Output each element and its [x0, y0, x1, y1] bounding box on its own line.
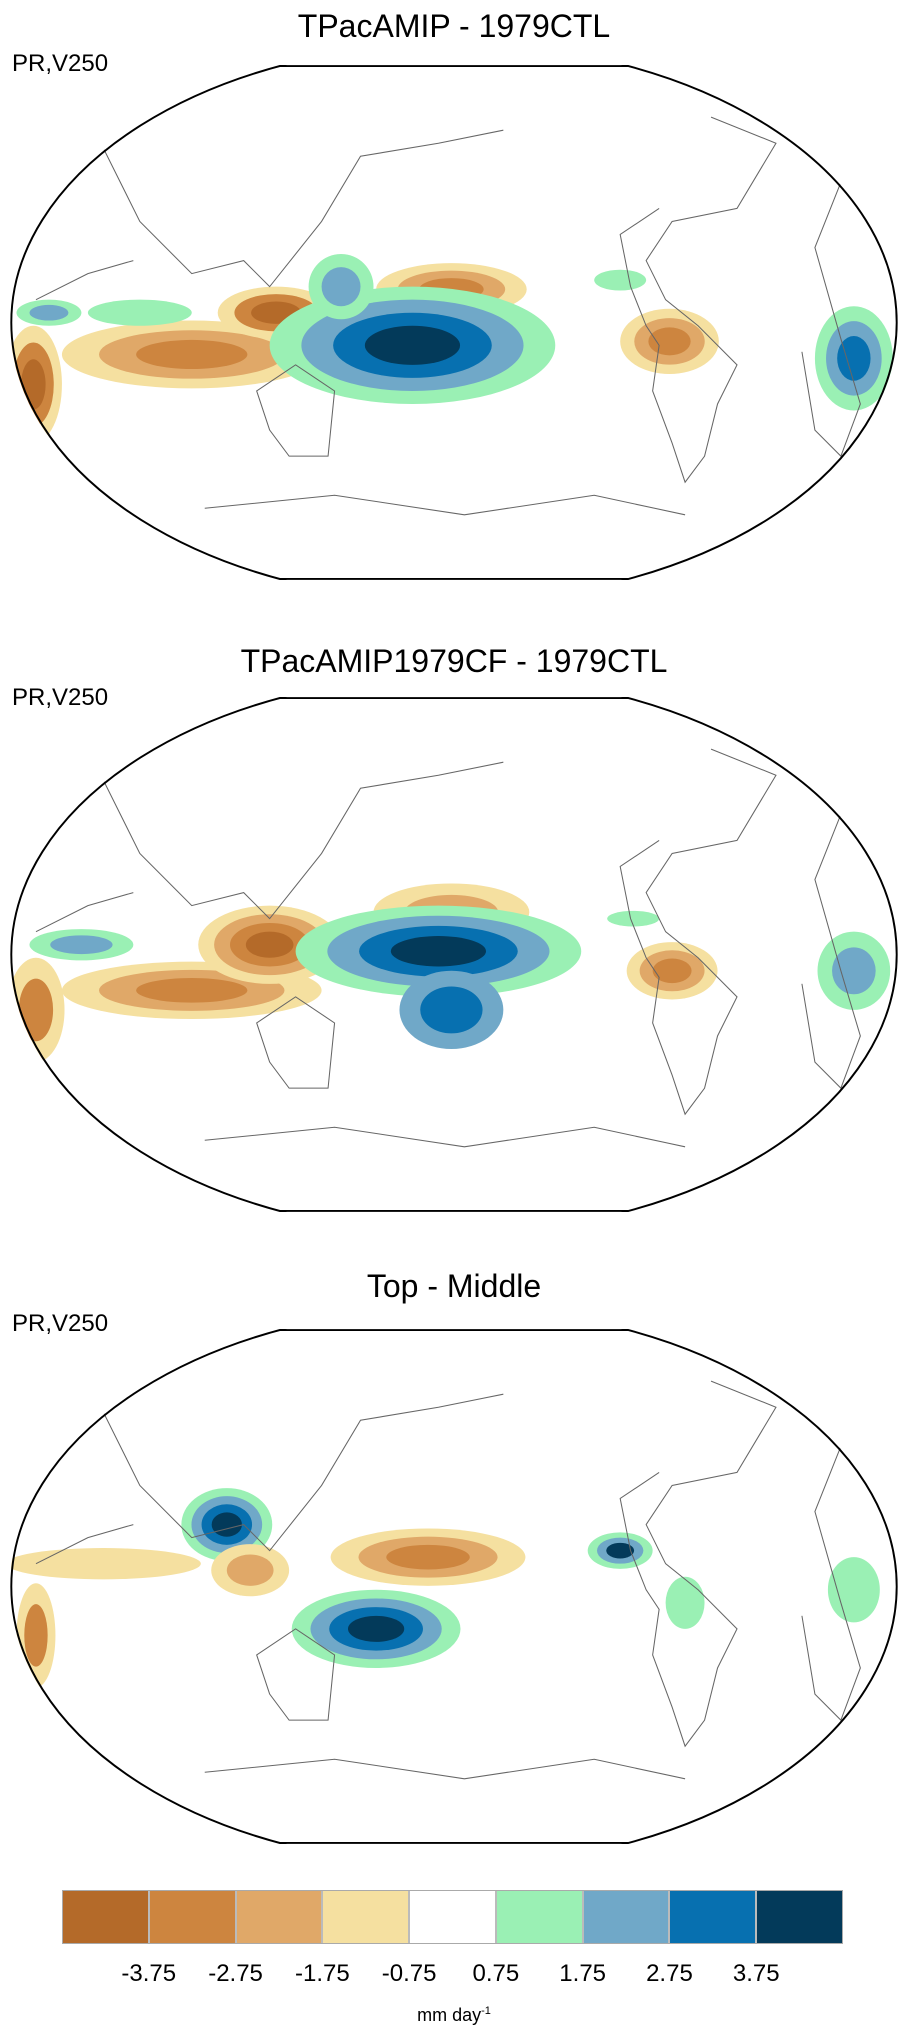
colorbar-bin-1 [149, 1891, 237, 1943]
map-panel-2 [10, 697, 898, 1212]
precip-anomaly-contour [245, 931, 294, 958]
precip-anomaly-contour [211, 1512, 242, 1537]
panel-1-subtitle: PR,V250 [12, 50, 109, 77]
panel-2-title: TPacAMIP1979CF - 1979CTL [240, 643, 668, 679]
colorbar-tick-label: -1.75 [294, 1960, 350, 1987]
precip-anomaly-contour [18, 978, 54, 1042]
colorbar-bin-6 [583, 1891, 671, 1943]
coastline [619, 116, 777, 484]
panel-3-subtitle: PR,V250 [12, 1310, 109, 1337]
map-border [10, 1329, 898, 1844]
colorbar [62, 1890, 843, 1944]
colorbar-tick-label: -0.75 [381, 1960, 437, 1987]
precip-anomaly-contour [29, 304, 69, 321]
coastline [801, 182, 861, 458]
colorbar-bin-2 [236, 1891, 324, 1943]
precip-anomaly-contour [594, 269, 647, 291]
colorbar-bin-0 [63, 1891, 150, 1943]
colorbar-tick-label: -3.75 [121, 1960, 177, 1987]
colorbar-unit: mm day-1 [417, 2005, 491, 2025]
precip-anomaly-contour [607, 910, 660, 927]
panel-2-subtitle: PR,V250 [12, 684, 109, 711]
precip-anomaly-contour [665, 1576, 705, 1629]
coastline [619, 1380, 777, 1748]
coastline [87, 116, 504, 288]
colorbar-bin-8 [757, 1891, 843, 1943]
colorbar-tick-label: 3.75 [732, 1960, 780, 1987]
precip-anomaly-contour [837, 336, 871, 381]
coastline [619, 748, 777, 1116]
colorbar-bin-5 [496, 1891, 584, 1943]
precip-anomaly-contour [364, 325, 461, 365]
precip-anomaly-contour [10, 1548, 201, 1580]
precip-anomaly-contour [347, 1615, 405, 1642]
coastline [35, 1524, 134, 1565]
colorbar-bin-7 [670, 1891, 758, 1943]
coastline [801, 814, 861, 1090]
coastline [87, 748, 504, 920]
precip-anomaly-contour [136, 339, 248, 369]
precip-anomaly-contour [648, 327, 691, 356]
precip-anomaly-contour [50, 935, 113, 955]
precip-anomaly-contour [21, 359, 46, 410]
colorbar-tick-label: 1.75 [559, 1960, 607, 1987]
precip-anomaly-contour [386, 1544, 470, 1570]
coastline [204, 1126, 686, 1148]
panel-1-title: TPacAMIP - 1979CTL [297, 8, 611, 44]
panel-3-title: Top - Middle [366, 1268, 542, 1304]
precip-anomaly-contour [832, 947, 876, 995]
precip-anomaly-contour [136, 978, 248, 1003]
map-panel-1 [10, 65, 898, 580]
precip-anomaly-contour [652, 958, 692, 984]
colorbar-tick-label: 2.75 [646, 1960, 693, 1987]
coastline [204, 1758, 686, 1780]
precip-anomaly-contour [226, 1554, 274, 1586]
coastline [256, 1628, 336, 1721]
map-panel-3 [10, 1329, 898, 1844]
coastline [87, 1380, 504, 1552]
coastline [801, 1446, 861, 1722]
precip-anomaly-contour [24, 1604, 48, 1667]
precip-anomaly-contour [827, 1557, 880, 1623]
precip-anomaly-contour [321, 267, 361, 307]
coastline [204, 494, 686, 516]
map-border [10, 697, 898, 1212]
colorbar-bin-4 [410, 1891, 497, 1943]
precip-anomaly-contour [420, 986, 483, 1034]
colorbar-bin-3 [323, 1891, 411, 1943]
precip-anomaly-contour [390, 936, 487, 967]
coastline [256, 996, 336, 1089]
coastline [256, 364, 336, 457]
coastline [35, 260, 134, 301]
precip-anomaly-contour [87, 299, 192, 326]
colorbar-tick-label: 0.75 [472, 1960, 520, 1987]
precip-anomaly-contour [839, 174, 843, 178]
coastline [35, 892, 134, 933]
map-border [10, 65, 898, 580]
colorbar-tick-label: -2.75 [208, 1960, 263, 1987]
precip-anomaly-contour [606, 1542, 635, 1559]
